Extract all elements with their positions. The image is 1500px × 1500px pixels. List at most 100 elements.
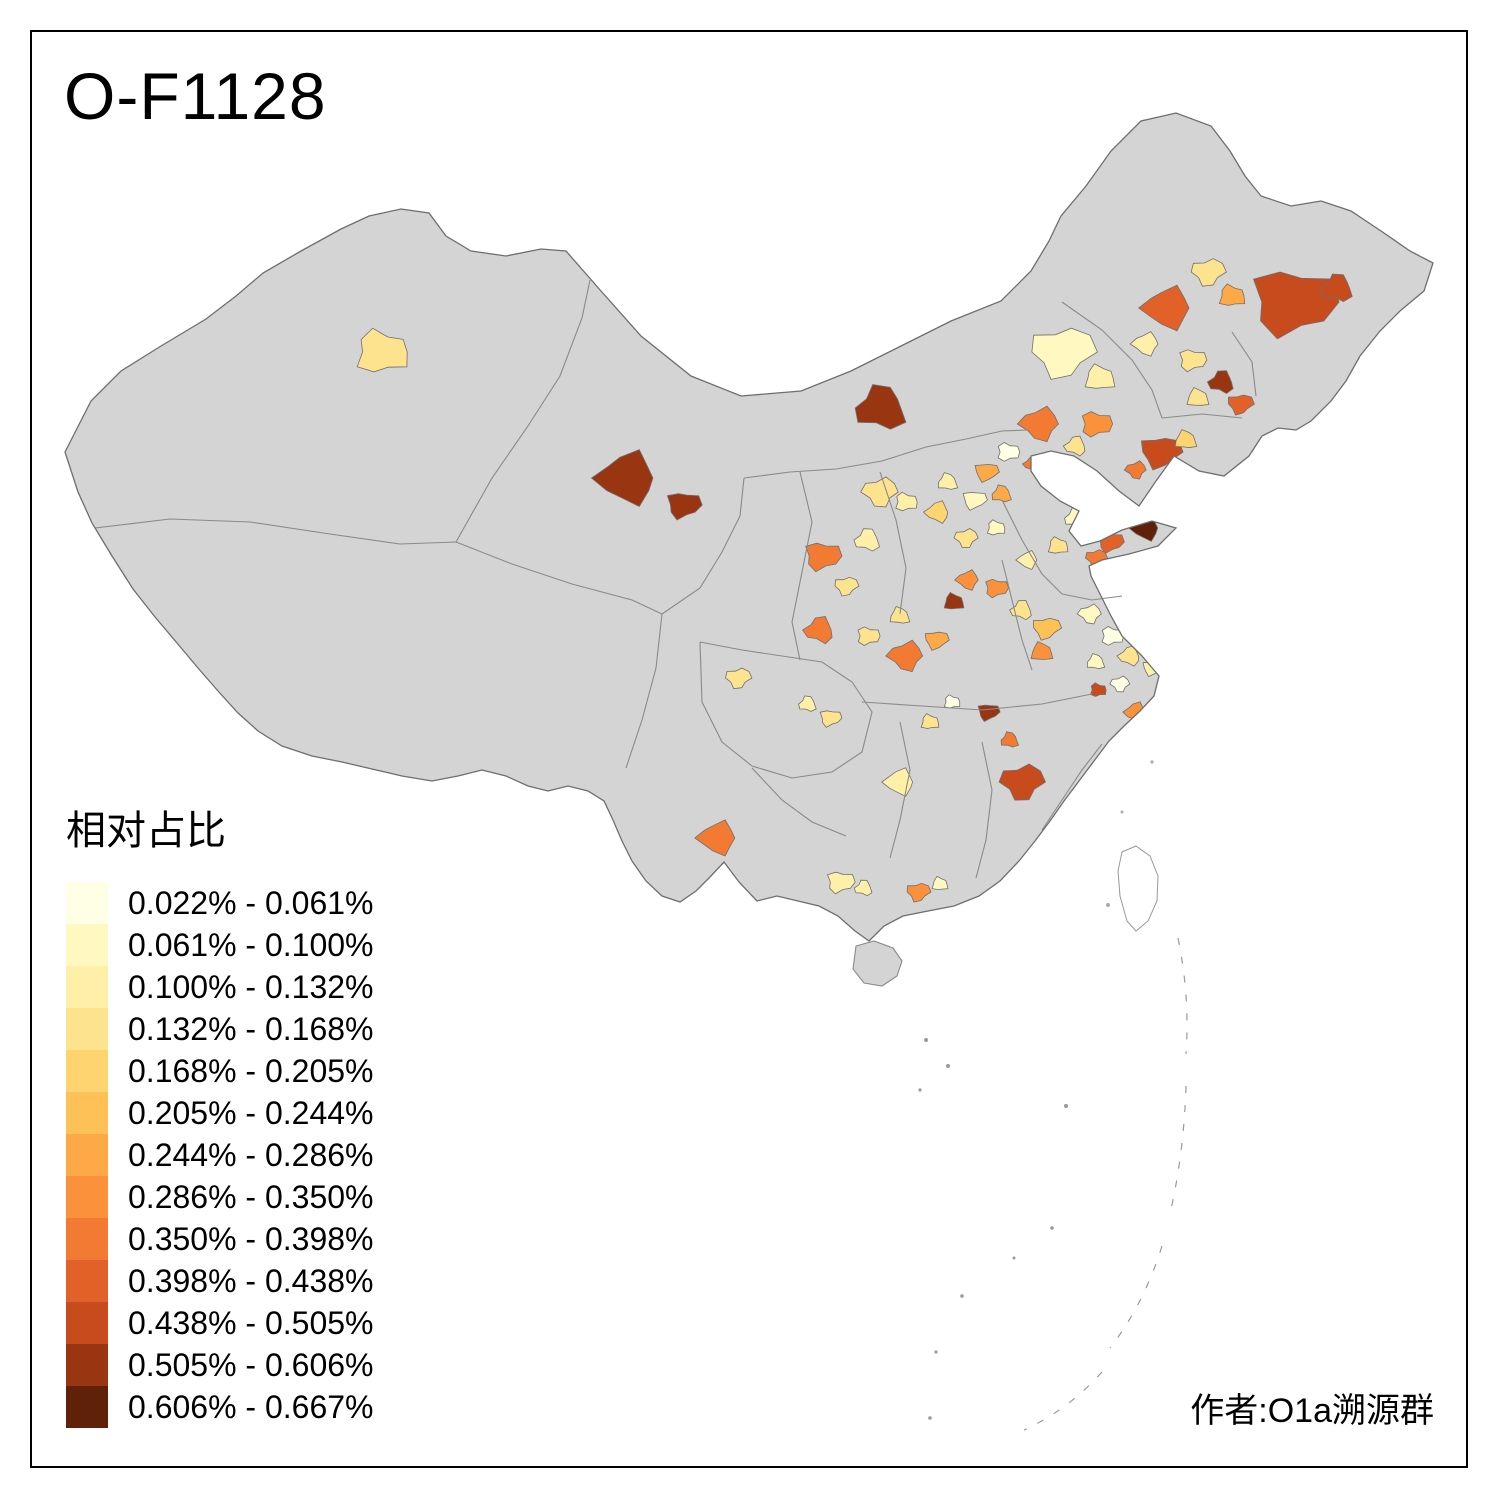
province-borders	[94, 279, 1257, 879]
legend-swatch	[66, 924, 108, 966]
legend-class-label: 0.205% - 0.244%	[128, 1094, 374, 1131]
prefecture-region	[997, 442, 1021, 462]
legend-row: 0.205% - 0.244%	[66, 1092, 374, 1134]
prefecture-region	[590, 449, 654, 508]
legend-row: 0.168% - 0.205%	[66, 1050, 374, 1092]
legend-class-label: 0.244% - 0.286%	[128, 1136, 374, 1173]
legend-swatch	[66, 1344, 108, 1386]
prefecture-region	[1179, 349, 1208, 373]
prefecture-region	[906, 882, 932, 903]
legend-class-label: 0.286% - 0.350%	[128, 1178, 374, 1215]
legend-class-label: 0.061% - 0.100%	[128, 926, 374, 963]
legend-class-label: 0.505% - 0.606%	[128, 1346, 374, 1383]
prefecture-region	[1190, 258, 1227, 287]
prefecture-region	[962, 492, 988, 511]
prefecture-region	[943, 694, 961, 709]
prefecture-region	[694, 819, 736, 857]
prefecture-region	[1086, 653, 1106, 670]
prefecture-region	[1218, 283, 1246, 306]
prefecture-region	[1206, 370, 1234, 394]
legend-swatch	[66, 1050, 108, 1092]
prefecture-region	[1101, 626, 1125, 646]
legend-swatch	[66, 1302, 108, 1344]
legend-class-label: 0.022% - 0.061%	[128, 884, 374, 921]
prefecture-region	[920, 713, 940, 729]
legend-row: 0.244% - 0.286%	[66, 1134, 374, 1176]
legend-swatch	[66, 1386, 108, 1428]
legend-row: 0.100% - 0.132%	[66, 966, 374, 1008]
legend-row: 0.022% - 0.061%	[66, 882, 374, 924]
prefecture-region	[1186, 386, 1210, 406]
prefecture-region	[725, 667, 753, 690]
prefecture-region	[1062, 435, 1086, 457]
south-china-sea-islands	[918, 760, 1188, 1431]
legend-swatch	[66, 1260, 108, 1302]
prefecture-region	[1076, 603, 1102, 625]
prefecture-region	[974, 464, 1000, 484]
prefecture-region	[853, 879, 873, 897]
prefecture-region	[1227, 394, 1255, 416]
legend-row: 0.350% - 0.398%	[66, 1218, 374, 1260]
legend-row: 0.132% - 0.168%	[66, 1008, 374, 1050]
legend-swatch	[66, 882, 108, 924]
legend-class-label: 0.132% - 0.168%	[128, 1010, 374, 1047]
hainan-island	[852, 940, 903, 987]
prefecture-region	[1000, 731, 1020, 748]
prefecture-region	[1252, 271, 1340, 340]
prefecture-region	[1174, 429, 1198, 449]
prefecture-region	[1140, 437, 1184, 471]
legend-row: 0.061% - 0.100%	[66, 924, 374, 966]
prefecture-region	[1081, 411, 1114, 438]
prefecture-region	[798, 695, 817, 712]
legend-row: 0.438% - 0.505%	[66, 1302, 374, 1344]
legend-class-label: 0.398% - 0.438%	[128, 1262, 374, 1299]
china-mainland-fill	[65, 113, 1433, 941]
prefecture-region	[991, 484, 1012, 503]
prefecture-region	[953, 528, 979, 548]
prefecture-region	[1138, 284, 1190, 332]
prefecture-region	[889, 605, 911, 624]
prefecture-region	[805, 542, 843, 573]
prefecture-region	[834, 576, 860, 597]
prefecture-region	[1032, 617, 1063, 641]
china-mainland-outline	[64, 112, 1434, 942]
prefecture-region	[954, 569, 979, 591]
legend-swatch	[66, 966, 108, 1008]
legend-class-label: 0.168% - 0.205%	[128, 1052, 374, 1089]
legend-class-label: 0.606% - 0.667%	[128, 1388, 374, 1425]
prefecture-region	[1047, 536, 1069, 554]
prefecture-region	[1030, 640, 1054, 660]
legend-row: 0.286% - 0.350%	[66, 1176, 374, 1218]
prefecture-region	[1123, 460, 1147, 480]
prefecture-region	[666, 493, 703, 521]
prefecture-region	[1089, 682, 1107, 697]
legend-swatch	[66, 1176, 108, 1218]
prefecture-region	[985, 578, 1010, 599]
prefecture-region	[1016, 405, 1059, 443]
prefecture-region	[853, 528, 880, 552]
prefecture-region	[1129, 331, 1159, 357]
legend-swatch	[66, 1092, 108, 1134]
prefecture-region	[857, 626, 881, 646]
prefecture-region	[986, 519, 1006, 536]
prefecture-region	[1031, 327, 1098, 380]
prefecture-region	[826, 871, 856, 895]
legend-row: 0.606% - 0.667%	[66, 1386, 374, 1428]
prefecture-region	[924, 631, 950, 651]
legend-row: 0.398% - 0.438%	[66, 1260, 374, 1302]
attribution-text: 作者:O1a溯源群	[1190, 1392, 1434, 1430]
prefecture-region	[1109, 675, 1131, 693]
page-title: O-F1128	[64, 59, 327, 133]
prefecture-region	[881, 767, 914, 797]
prefecture-region	[802, 616, 833, 645]
legend-swatch	[66, 1008, 108, 1050]
taiwan-island	[1117, 845, 1159, 932]
legend-class-label: 0.100% - 0.132%	[128, 968, 374, 1005]
prefecture-region	[931, 875, 949, 890]
legend-row: 0.505% - 0.606%	[66, 1344, 374, 1386]
prefecture-region	[885, 639, 924, 673]
prefecture-region	[922, 500, 949, 524]
legend-swatch	[66, 1134, 108, 1176]
prefecture-region	[1009, 599, 1032, 621]
